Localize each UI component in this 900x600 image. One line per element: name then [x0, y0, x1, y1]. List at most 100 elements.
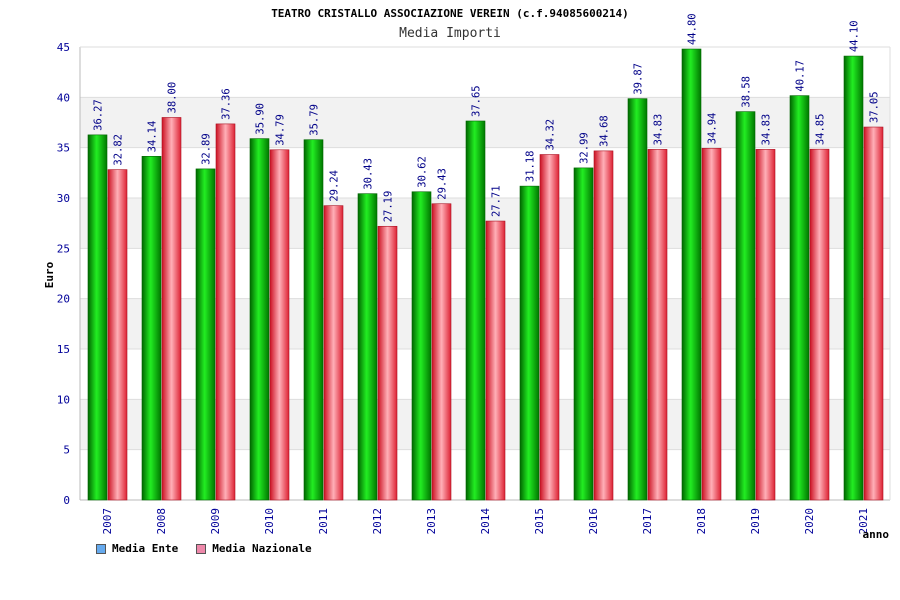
value-label-media-nazionale-2015: 34.32	[545, 119, 557, 151]
bar-media-nazionale-2014	[485, 220, 506, 501]
x-tick-label-2007: 2007	[101, 508, 114, 535]
value-label-media-ente-2014: 37.65	[471, 85, 483, 117]
bar-media-ente-2010	[249, 138, 270, 501]
y-tick-label: 10	[57, 393, 70, 406]
y-tick-label: 20	[57, 293, 70, 306]
value-label-media-nazionale-2020: 34.85	[815, 114, 827, 146]
x-tick-label-2015: 2015	[533, 508, 546, 535]
legend-swatch-media-nazionale	[196, 543, 207, 554]
x-tick-label-2012: 2012	[371, 508, 384, 535]
value-label-media-ente-2013: 30.62	[417, 156, 429, 188]
bar-media-nazionale-2007	[107, 169, 128, 501]
bar-media-nazionale-2009	[215, 123, 236, 501]
value-label-media-nazionale-2018: 34.94	[707, 113, 719, 145]
value-label-media-ente-2019: 38.58	[741, 76, 753, 108]
bar-media-nazionale-2021	[863, 126, 884, 501]
bar-media-ente-2012	[357, 193, 378, 501]
value-label-media-ente-2018: 44.80	[687, 13, 699, 45]
y-tick-label: 45	[57, 41, 70, 54]
value-label-media-nazionale-2011: 29.24	[329, 170, 341, 202]
x-tick-label-2010: 2010	[263, 508, 276, 535]
legend: Media Ente Media Nazionale	[96, 542, 312, 555]
value-label-media-ente-2021: 44.10	[849, 20, 861, 52]
bars	[87, 48, 884, 501]
grid-band	[80, 47, 890, 98]
bar-media-ente-2014	[465, 120, 486, 501]
x-tick-label-2018: 2018	[695, 508, 708, 535]
x-tick-label-2009: 2009	[209, 508, 222, 535]
legend-label-media-nazionale: Media Nazionale	[212, 542, 312, 555]
value-label-media-ente-2016: 32.99	[579, 132, 591, 164]
x-tick-label-2020: 2020	[803, 508, 816, 535]
value-label-media-nazionale-2016: 34.68	[599, 115, 611, 147]
legend-item-media-nazionale: Media Nazionale	[196, 542, 312, 555]
value-label-media-ente-2011: 35.79	[309, 104, 321, 136]
y-tick-label: 15	[57, 343, 70, 356]
value-label-media-nazionale-2010: 34.79	[275, 114, 287, 146]
y-tick-label: 35	[57, 142, 70, 155]
y-axis-label: Euro	[43, 261, 56, 288]
value-label-media-ente-2020: 40.17	[795, 60, 807, 92]
value-label-media-nazionale-2019: 34.83	[761, 114, 773, 146]
value-label-media-nazionale-2017: 34.83	[653, 114, 665, 146]
y-tick-label: 40	[57, 91, 70, 104]
value-label-media-nazionale-2012: 27.19	[383, 191, 395, 223]
bar-media-nazionale-2013	[431, 203, 452, 501]
x-tick-label-2017: 2017	[641, 508, 654, 535]
value-label-media-ente-2008: 34.14	[147, 121, 159, 153]
bar-media-ente-2017	[627, 98, 648, 501]
bar-media-nazionale-2012	[377, 225, 398, 501]
x-tick-label-2013: 2013	[425, 508, 438, 535]
value-label-media-ente-2007: 36.27	[93, 99, 105, 131]
bar-media-ente-2016	[573, 167, 594, 501]
y-tick-label: 30	[57, 192, 70, 205]
value-label-media-nazionale-2007: 32.82	[113, 134, 125, 166]
bar-media-nazionale-2011	[323, 205, 344, 501]
x-tick-label-2011: 2011	[317, 508, 330, 535]
value-label-media-nazionale-2014: 27.71	[491, 185, 503, 217]
chart-subtitle: Media Importi	[399, 26, 501, 41]
bar-media-nazionale-2019	[755, 149, 776, 501]
bar-media-ente-2011	[303, 139, 324, 501]
chart-title: TEATRO CRISTALLO ASSOCIAZIONE VEREIN (c.…	[271, 7, 629, 20]
x-tick-label-2019: 2019	[749, 508, 762, 535]
value-label-media-ente-2012: 30.43	[363, 158, 375, 190]
bar-media-ente-2019	[735, 111, 756, 501]
bar-media-nazionale-2016	[593, 150, 614, 501]
value-label-media-ente-2015: 31.18	[525, 151, 537, 183]
bar-media-nazionale-2008	[161, 117, 182, 501]
bar-media-ente-2021	[843, 55, 864, 501]
y-tick-label: 25	[57, 242, 70, 255]
bar-media-ente-2007	[87, 134, 108, 501]
value-labels: 36.27 32.82 34.14 38.00 32.89 37.36 35.90 34.79…	[93, 13, 881, 222]
x-tick-label-2016: 2016	[587, 508, 600, 535]
x-tick-label-2021: 2021	[857, 508, 870, 535]
legend-swatch-media-ente	[96, 543, 106, 554]
value-label-media-nazionale-2021: 37.05	[869, 91, 881, 123]
x-tick-labels: 2007 2008 2009 2010 2011 2012 2013 2014 2015 2016…	[101, 508, 870, 535]
bar-media-ente-2018	[681, 48, 702, 501]
bar-media-nazionale-2017	[647, 149, 668, 501]
value-label-media-nazionale-2009: 37.36	[221, 88, 233, 120]
y-tick-label: 0	[63, 494, 70, 507]
bar-media-nazionale-2020	[809, 148, 830, 501]
bar-media-nazionale-2010	[269, 149, 290, 501]
x-axis-label: anno	[863, 528, 890, 541]
bar-media-nazionale-2018	[701, 147, 722, 501]
legend-label-media-ente: Media Ente	[112, 542, 179, 555]
x-tick-label-2008: 2008	[155, 508, 168, 535]
bar-media-ente-2008	[141, 156, 162, 501]
value-label-media-ente-2010: 35.90	[255, 103, 267, 135]
value-label-media-ente-2009: 32.89	[201, 133, 213, 165]
legend-item-media-ente: Media Ente	[96, 542, 178, 555]
bar-media-nazionale-2015	[539, 154, 560, 501]
bar-media-ente-2015	[519, 185, 540, 501]
bar-media-ente-2020	[789, 95, 810, 501]
bar-media-ente-2013	[411, 191, 432, 501]
value-label-media-ente-2017: 39.87	[633, 63, 645, 95]
value-label-media-nazionale-2013: 29.43	[437, 168, 449, 200]
y-tick-label: 5	[63, 444, 70, 457]
y-tick-labels: 0 5 10 15 20 25 30 35 40 45	[57, 41, 70, 507]
x-tick-label-2014: 2014	[479, 508, 492, 535]
